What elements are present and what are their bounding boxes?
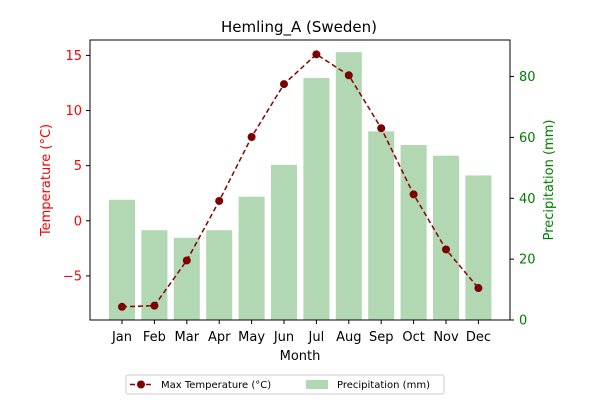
- legend-frame: [125, 374, 445, 395]
- right-tick-label: 40: [519, 192, 536, 207]
- temp-point: [344, 71, 353, 80]
- legend: Max Temperature (°C) Precipitation (mm): [125, 374, 445, 395]
- left-tick-label: 15: [65, 49, 82, 64]
- x-tick-label: Aug: [336, 330, 361, 345]
- x-tick-label: Jul: [308, 330, 325, 345]
- temp-point: [247, 133, 256, 142]
- precip-bar: [433, 155, 459, 320]
- left-axis-ticks: −5 0 5 10 15: [63, 49, 90, 284]
- precip-bar: [400, 145, 427, 320]
- legend-precip-label: Precipitation (mm): [337, 380, 430, 391]
- temp-point: [215, 196, 224, 205]
- right-tick-label: 0: [519, 314, 527, 329]
- x-tick-label: Feb: [143, 330, 166, 345]
- legend-precip-swatch: [306, 380, 328, 389]
- x-axis-ticks: Jan Feb Mar Apr May Jun Jul Aug Sep Oct Nov Dec: [111, 320, 491, 345]
- x-tick-label: Apr: [208, 330, 231, 345]
- temp-point: [280, 80, 288, 89]
- x-tick-label: Nov: [433, 330, 459, 345]
- precip-bar: [173, 237, 200, 320]
- precip-bar: [271, 164, 297, 320]
- temperature-line: [118, 50, 483, 311]
- x-tick-label: Dec: [466, 330, 491, 345]
- plot-frame: [89, 39, 511, 321]
- x-tick-label: Sep: [369, 330, 394, 345]
- precip-bar: [335, 52, 362, 320]
- temp-point: [118, 302, 126, 311]
- x-tick-label: Jan: [111, 330, 132, 345]
- temp-point: [409, 190, 418, 199]
- x-tick-label: Jun: [273, 330, 294, 345]
- left-tick-label: 5: [74, 159, 82, 174]
- right-tick-label: 20: [519, 253, 536, 268]
- chart-title: Hemling_A (Sweden): [221, 18, 377, 37]
- temp-point: [312, 50, 321, 59]
- left-tick-label: −5: [63, 269, 82, 284]
- right-axis-ticks: 0 20 40 60 80: [510, 70, 536, 329]
- precip-bar: [303, 78, 330, 320]
- precip-bar: [368, 131, 395, 320]
- right-axis-label: Precipitation (mm): [542, 120, 557, 241]
- legend-temp-label: Max Temperature (°C): [161, 380, 271, 391]
- temp-point: [442, 245, 450, 254]
- temp-point: [182, 256, 191, 265]
- left-axis-label: Temperature (°C): [39, 124, 54, 237]
- precip-bar: [238, 196, 265, 320]
- right-tick-label: 80: [519, 70, 536, 85]
- temp-point: [150, 301, 159, 310]
- temp-point: [474, 284, 483, 293]
- precip-bar: [109, 199, 135, 320]
- x-tick-label: May: [238, 330, 265, 345]
- legend-temp-marker: [137, 380, 145, 389]
- precipitation-bars: [109, 52, 492, 320]
- x-axis-label: Month: [280, 349, 321, 364]
- left-tick-label: 10: [65, 104, 82, 119]
- x-tick-label: Oct: [402, 330, 424, 345]
- x-tick-label: Mar: [175, 330, 200, 345]
- precip-bar: [206, 230, 233, 320]
- left-tick-label: 0: [74, 214, 82, 229]
- right-tick-label: 60: [519, 131, 536, 146]
- temp-point: [377, 124, 386, 133]
- precip-bar: [465, 175, 492, 320]
